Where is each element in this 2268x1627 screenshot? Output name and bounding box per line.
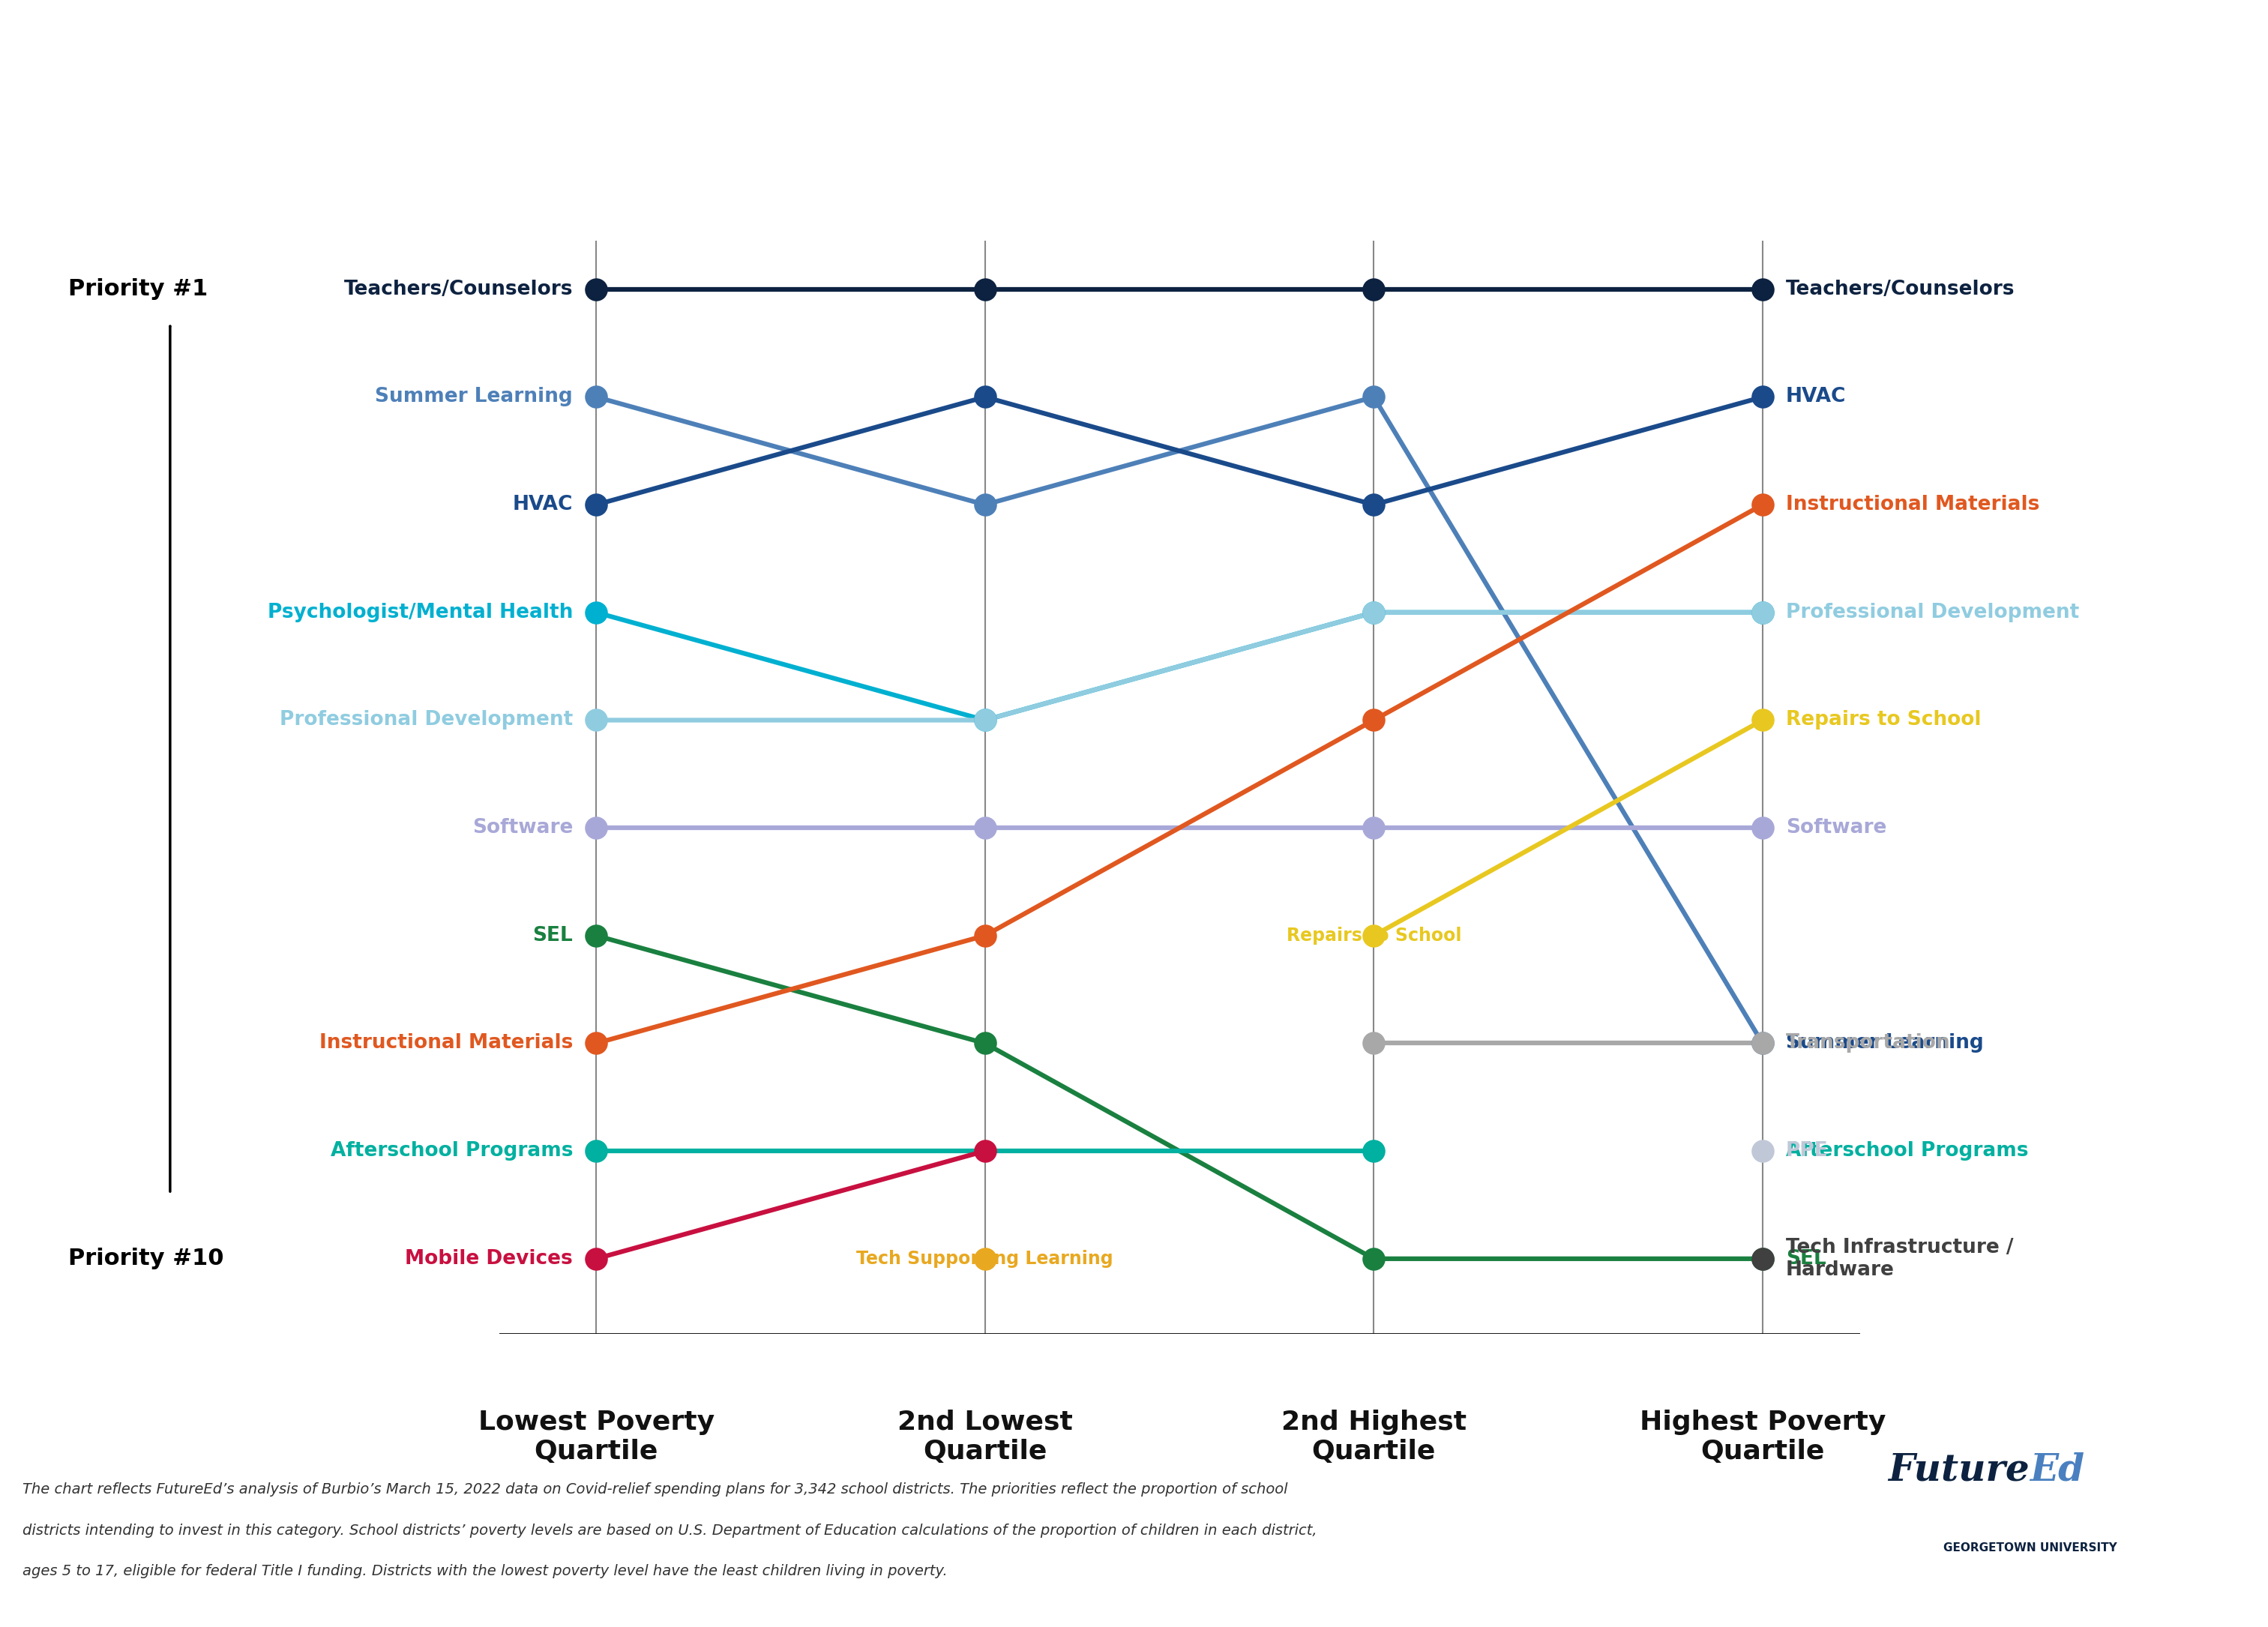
Text: Priority #10: Priority #10 <box>68 1248 225 1269</box>
Text: Lowest Poverty
Quartile: Lowest Poverty Quartile <box>479 1409 714 1464</box>
Text: Transportation: Transportation <box>1785 1033 1950 1053</box>
Text: Summer Learning: Summer Learning <box>1785 1033 1984 1053</box>
Text: Tech Supporting Learning: Tech Supporting Learning <box>857 1250 1114 1267</box>
Text: Teachers/Counselors: Teachers/Counselors <box>345 280 574 299</box>
Text: PPE: PPE <box>1785 1141 1828 1160</box>
Text: 2nd Highest
Quartile: 2nd Highest Quartile <box>1281 1409 1467 1464</box>
Text: ages 5 to 17, eligible for federal Title I funding. Districts with the lowest po: ages 5 to 17, eligible for federal Title… <box>23 1564 948 1578</box>
Text: SEL: SEL <box>533 926 574 945</box>
Text: Software: Software <box>472 818 574 838</box>
Text: HVAC: HVAC <box>513 495 574 514</box>
Text: districts intending to invest in this category. School districts’ poverty levels: districts intending to invest in this ca… <box>23 1523 1318 1538</box>
Text: Instructional Materials: Instructional Materials <box>320 1033 574 1053</box>
Text: Professional Development: Professional Development <box>279 711 574 731</box>
Text: Instructional Materials: Instructional Materials <box>1785 495 2039 514</box>
Text: SCHOOL DISTRICT COVID-RELIEF SPENDING PRIORITIES, BY POVERTY LEVEL: SCHOOL DISTRICT COVID-RELIEF SPENDING PR… <box>25 47 2243 96</box>
Text: Repairs to School: Repairs to School <box>1785 711 1982 731</box>
Text: Summer Learning: Summer Learning <box>374 387 574 407</box>
Text: Professional Development: Professional Development <box>1785 602 2080 622</box>
Text: 2nd Lowest
Quartile: 2nd Lowest Quartile <box>898 1409 1073 1464</box>
Text: Psychologist/Mental Health: Psychologist/Mental Health <box>268 602 574 622</box>
Text: The chart reflects FutureEd’s analysis of Burbio’s March 15, 2022 data on Covid-: The chart reflects FutureEd’s analysis o… <box>23 1482 1288 1497</box>
Text: Tech Infrastructure /
Hardware: Tech Infrastructure / Hardware <box>1785 1238 2014 1280</box>
Text: Afterschool Programs: Afterschool Programs <box>1785 1141 2028 1160</box>
Text: Mobile Devices: Mobile Devices <box>406 1250 574 1269</box>
Text: Teachers/Counselors: Teachers/Counselors <box>1785 280 2014 299</box>
Text: Afterschool Programs: Afterschool Programs <box>331 1141 574 1160</box>
Text: SEL: SEL <box>1785 1250 1826 1269</box>
Text: Priority #1: Priority #1 <box>68 278 209 299</box>
Text: Software: Software <box>1785 818 1887 838</box>
Text: Ed: Ed <box>2030 1451 2084 1489</box>
Text: Highest Poverty
Quartile: Highest Poverty Quartile <box>1640 1409 1885 1464</box>
Text: Repairs to School: Repairs to School <box>1286 927 1461 945</box>
Text: Future: Future <box>1889 1451 2030 1489</box>
Text: HVAC: HVAC <box>1785 387 1846 407</box>
Text: GEORGETOWN UNIVERSITY: GEORGETOWN UNIVERSITY <box>1944 1542 2116 1554</box>
